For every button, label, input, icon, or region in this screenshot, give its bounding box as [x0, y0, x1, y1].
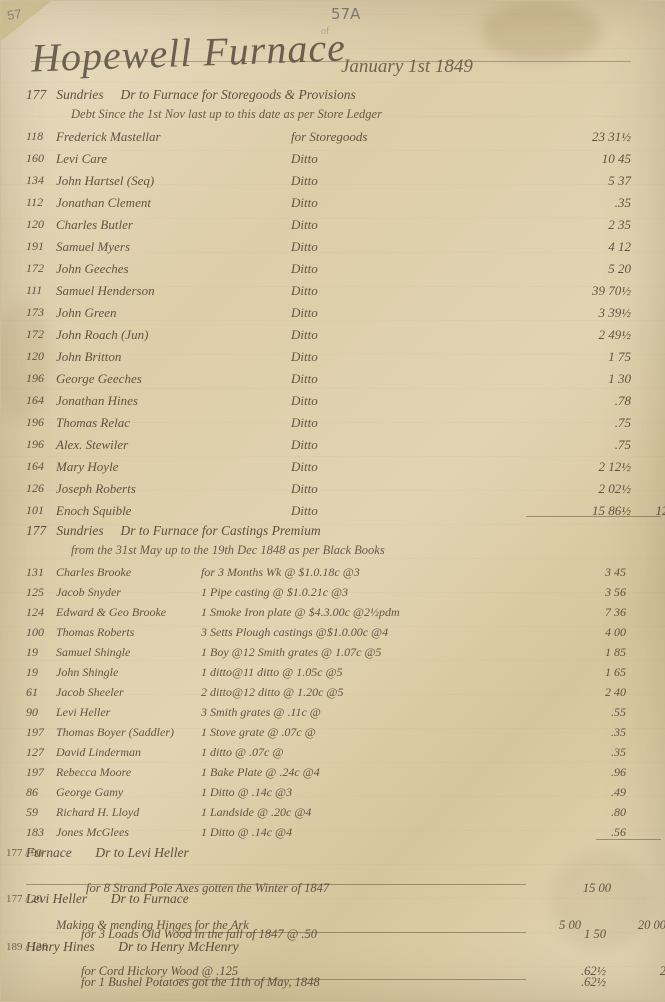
page-date: January 1st 1849: [341, 56, 473, 78]
section2-header: 177 Sundries Dr to Furnace for Castings …: [26, 523, 646, 539]
title-underline: [31, 61, 631, 62]
section2-subheader: from the 31st May up to the 19th Dec 184…: [71, 543, 385, 558]
section5-detail1: for 1 Bushel Potatoes got the 11th of Ma…: [81, 975, 665, 990]
stain-decoration: [481, 1, 601, 61]
section3-underline: [26, 884, 526, 885]
section3-header: Furnace Dr to Levi Heller: [26, 845, 646, 861]
section4-header: Levi Heller Dr to Furnace: [26, 891, 646, 907]
page-title: Hopewell Furnace: [30, 24, 346, 82]
ledger-page: 57 57A of Hopewell Furnace January 1st 1…: [0, 0, 665, 1002]
page-number-left: 57: [6, 6, 22, 23]
section2-total-underline: [596, 839, 661, 840]
page-number-top: 57A: [331, 5, 360, 23]
section1-total-underline: [526, 516, 661, 517]
section5-underline: [176, 979, 526, 980]
section4-underline: [176, 932, 526, 933]
section5-header: Henry Hines Dr to Henry McHenry: [26, 939, 646, 955]
section1-header: 177 Sundries Dr to Furnace for Storegood…: [26, 87, 646, 103]
section1-subheader: Debt Since the 1st Nov last up to this d…: [71, 107, 382, 122]
